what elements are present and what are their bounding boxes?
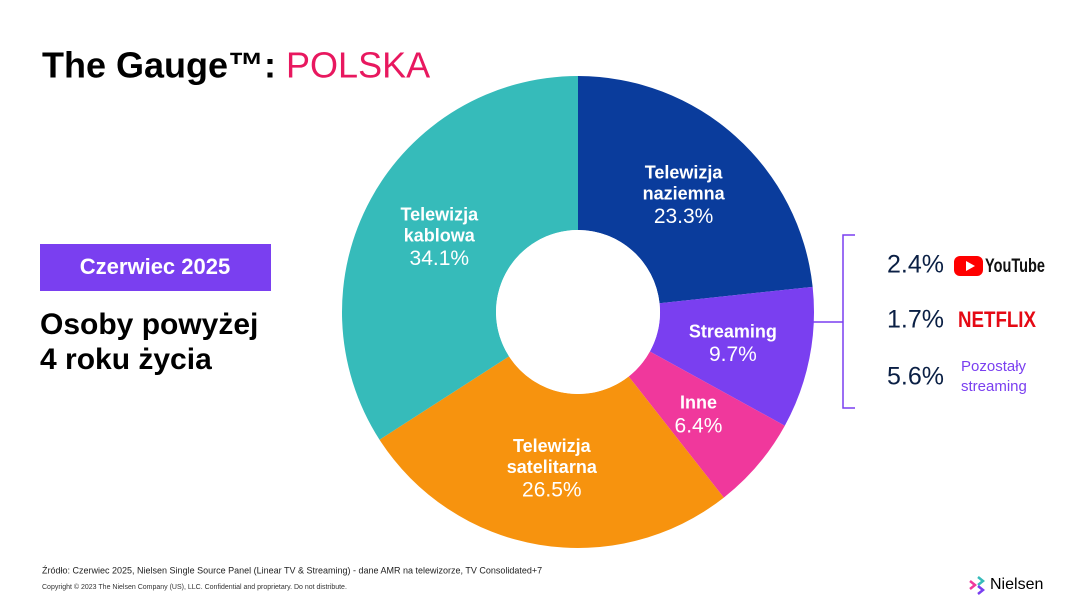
breakdown-value: 2.4%: [887, 251, 944, 279]
breakdown-value: 5.6%: [887, 363, 944, 391]
subtitle: Osoby powyżej: [40, 308, 258, 341]
slice-label: Telewizja naziemna: [643, 162, 726, 203]
subtitle: 4 roku życia: [40, 343, 212, 376]
slice-value: 34.1%: [410, 247, 470, 270]
brand-name: NETFLIX: [958, 307, 1036, 332]
brand: Nielsen: [990, 576, 1043, 593]
slice-value: 9.7%: [709, 343, 757, 366]
slice-value: 23.3%: [654, 205, 714, 228]
brand-name: YouTube: [985, 256, 1045, 277]
badge-bg: [40, 244, 271, 291]
brand-icon: [969, 576, 986, 595]
slice-label: Telewizja kablowa: [400, 204, 479, 245]
slice-value: 6.4%: [675, 414, 723, 437]
slice: [649, 286, 814, 426]
donut-hole: [496, 230, 660, 394]
badge: Czerwiec 2025: [80, 254, 230, 279]
title: The Gauge™:: [42, 45, 276, 86]
slice: [578, 76, 813, 304]
slice: [379, 356, 724, 549]
slice: [342, 76, 578, 440]
title-highlight: POLSKA: [286, 45, 430, 86]
slice-label: Inne: [680, 392, 717, 412]
copyright: Copyright © 2023 The Nielsen Company (US…: [42, 583, 347, 591]
slice-value: 26.5%: [522, 478, 582, 501]
slice-label: Streaming: [689, 321, 777, 341]
slice-label: Telewizja satelitarna: [507, 436, 598, 477]
source: Źródło: Czerwiec 2025, Nielsen Single So…: [42, 565, 542, 575]
youtube-play: [966, 261, 975, 271]
breakdown-value: 1.7%: [887, 306, 944, 334]
bracket: [812, 234, 855, 409]
slice: [628, 351, 785, 498]
brand-name: Pozostały streaming: [961, 358, 1027, 395]
